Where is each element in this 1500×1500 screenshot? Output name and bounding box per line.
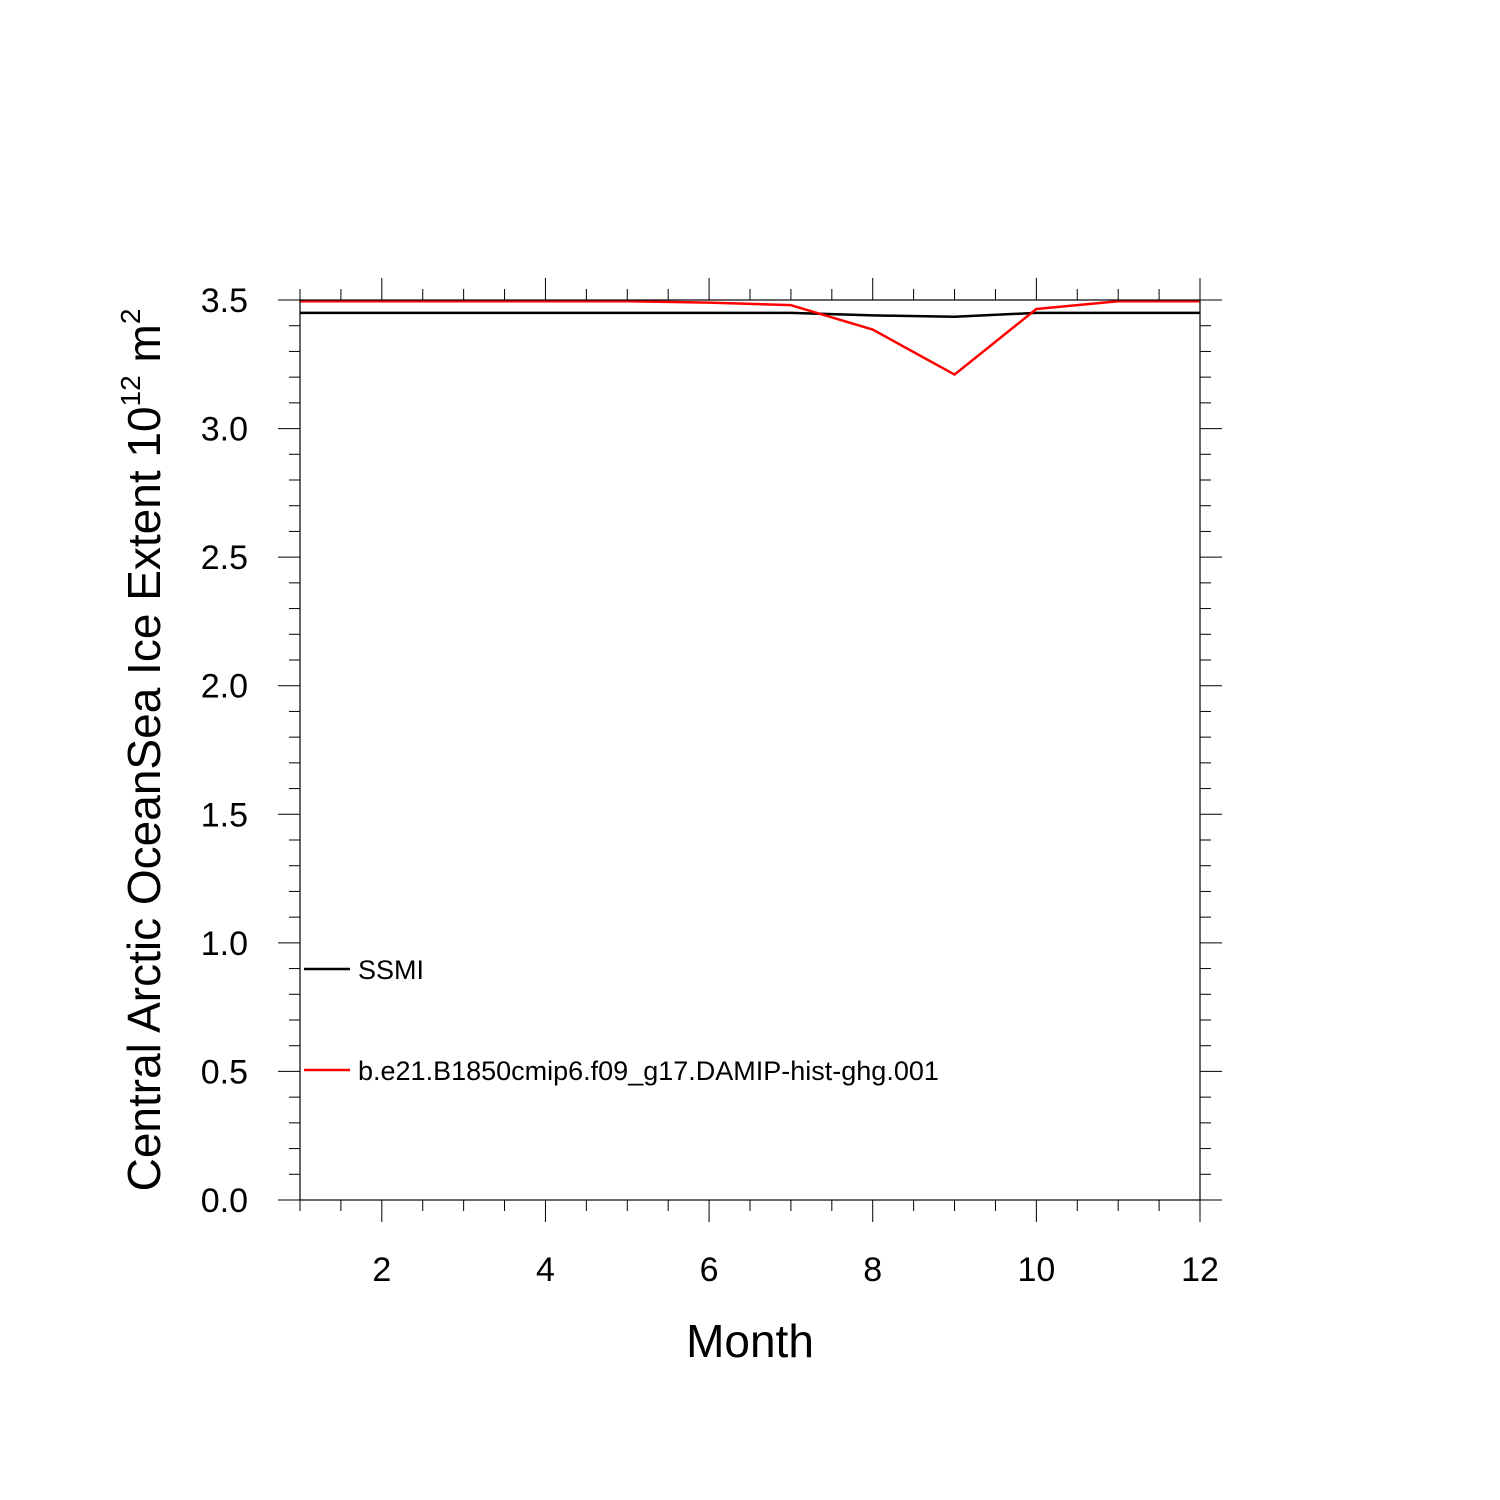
x-axis-title: Month [686,1315,814,1367]
y-axis-title: Central Arctic OceanSea Ice Extent 1012 … [115,309,170,1192]
major-ticks [278,278,1222,1222]
y-axis-title-exponent: 12 [115,375,146,406]
y-tick-label: 0.5 [201,1053,248,1091]
y-tick-label: 2.5 [201,539,248,577]
y-axis-title-unit-exponent: 2 [115,309,146,325]
legend: SSMI b.e21.B1850cmip6.f09_g17.DAMIP-hist… [304,955,939,1086]
series-line-1 [300,300,1200,376]
legend-label-damip: b.e21.B1850cmip6.f09_g17.DAMIP-hist-ghg.… [358,1056,939,1086]
x-tick-label: 4 [536,1251,555,1289]
y-tick-label: 3.5 [201,282,248,320]
y-tick-labels: 0.0 0.5 1.0 1.5 2.0 2.5 3.0 3.5 [201,282,248,1220]
y-axis-title-unit: m [118,324,170,375]
x-tick-label: 12 [1181,1251,1219,1289]
minor-ticks [289,289,1211,1211]
plot-frame [299,299,1201,1201]
y-tick-label: 1.5 [201,796,248,834]
x-tick-label: 2 [372,1251,391,1289]
series-line-0 [300,311,1200,318]
legend-label-ssmi: SSMI [358,955,424,985]
x-tick-label: 10 [1017,1251,1055,1289]
y-tick-label: 2.0 [201,668,248,706]
x-tick-label: 6 [700,1251,719,1289]
x-tick-labels: 2 4 6 8 10 12 [372,1251,1219,1289]
x-tick-label: 8 [863,1251,882,1289]
y-tick-label: 0.0 [201,1182,248,1220]
y-tick-label: 3.0 [201,411,248,449]
y-axis-title-main: Central Arctic OceanSea Ice Extent 10 [118,406,170,1191]
y-tick-label: 1.0 [201,925,248,963]
series-layer [300,300,1200,376]
